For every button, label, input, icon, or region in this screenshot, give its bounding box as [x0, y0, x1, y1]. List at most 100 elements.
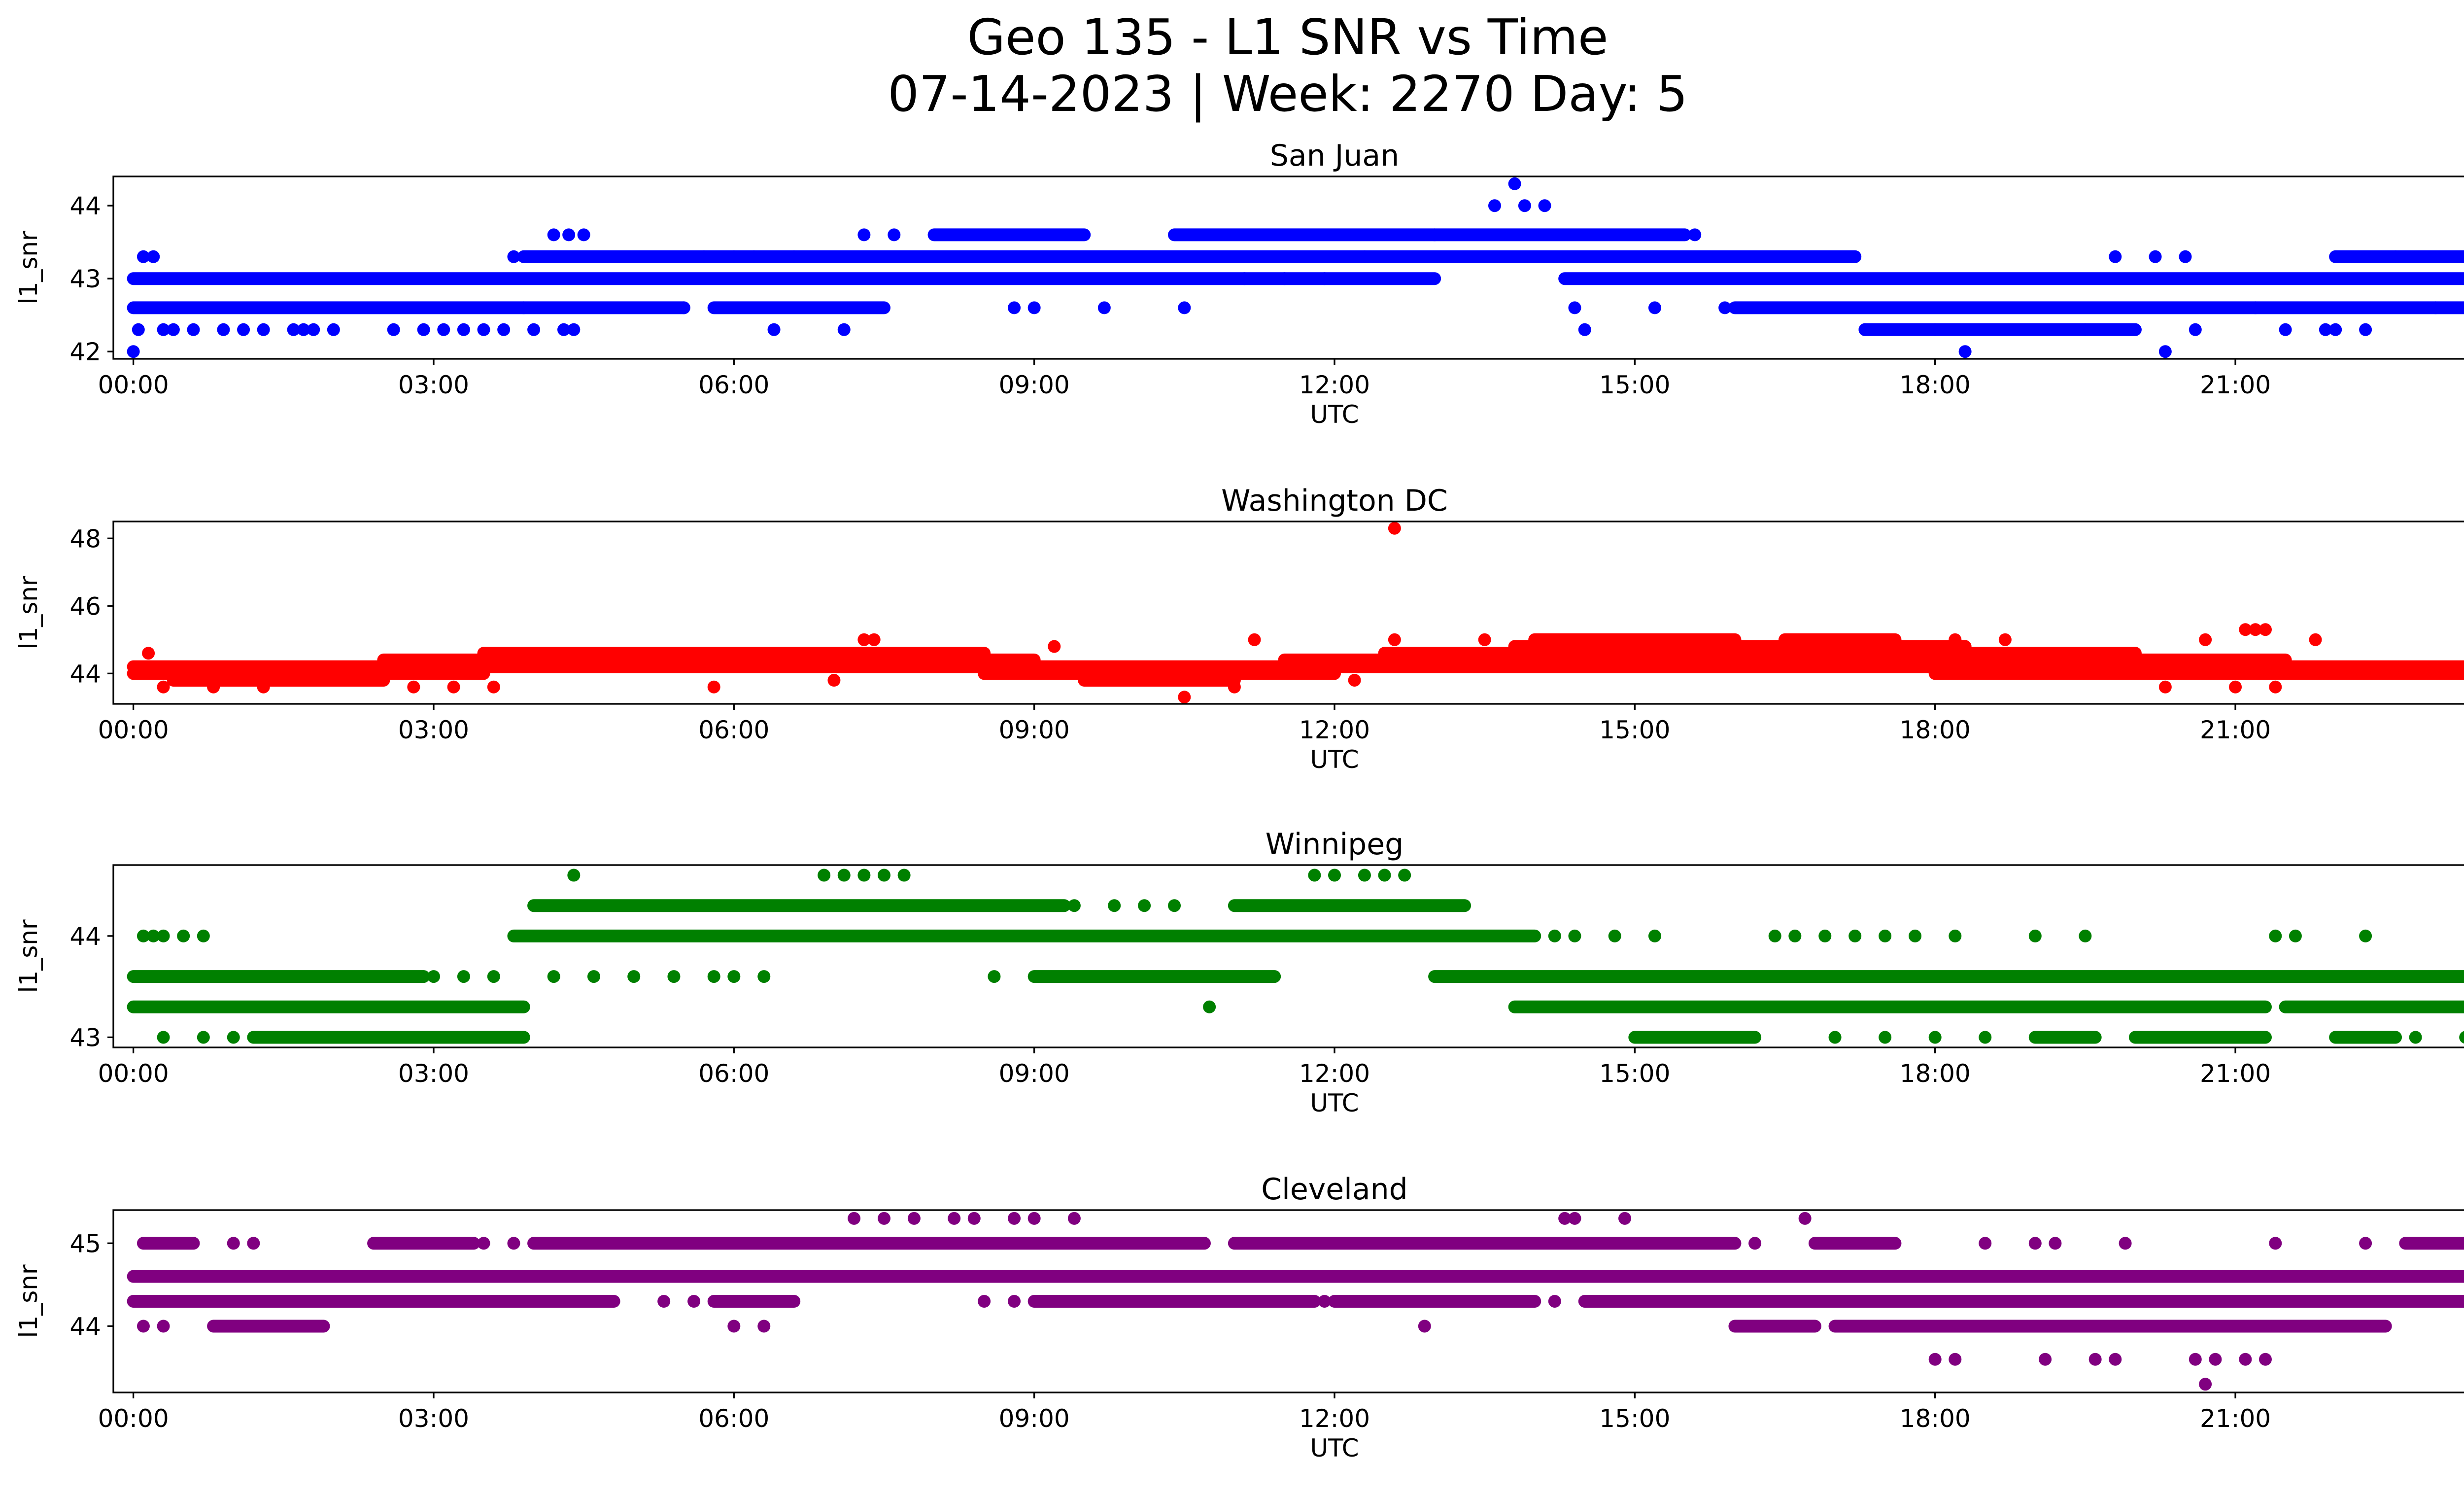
data-point-58: [2079, 323, 2092, 336]
data-point-0: [142, 647, 155, 660]
data-point-0: [137, 929, 150, 942]
data-point-11: [1048, 640, 1061, 653]
data-point-10: [827, 674, 841, 687]
data-point-37: [2109, 1353, 2122, 1366]
subplot-3: Cleveland 00:00 03:00 06:00 09:00 12:00 15:00 1…: [14, 1172, 2464, 1462]
data-point-22: [877, 869, 890, 882]
data-point-15: [1348, 674, 1361, 687]
figure-title-line2: 07-14-2023 | Week: 2270 Day: 5: [888, 65, 1687, 123]
subplot-title: Winnipeg: [1266, 827, 1404, 862]
x-tick-label: 03:00: [398, 1059, 469, 1088]
axes-container: San Juan 00:00 03:00 06:00 09:00 12:00 15:00 18…: [14, 139, 2464, 1462]
data-point-56: [2459, 1031, 2464, 1044]
y-tick-label: 42: [69, 338, 101, 366]
x-tick-label: 12:00: [1299, 1404, 1370, 1433]
data-point-17: [1067, 1212, 1081, 1225]
data-point-0: [137, 1320, 150, 1333]
data-point-31: [747, 250, 760, 263]
data-point-20: [837, 869, 851, 882]
data-point-21: [1418, 1320, 1431, 1333]
x-tick-label: 12:00: [1299, 371, 1370, 399]
x-tick-label: 12:00: [1299, 716, 1370, 744]
data-point-34: [837, 323, 851, 336]
data-point-48: [2269, 929, 2282, 942]
x-tick-label: 18:00: [1900, 1059, 1971, 1088]
data-point-5: [167, 323, 180, 336]
x-tick-label: 00:00: [98, 1059, 169, 1088]
y-tick-label: 43: [69, 265, 101, 293]
data-point-43: [1318, 272, 1331, 285]
data-point-17: [457, 323, 470, 336]
data-point-22: [2158, 680, 2172, 694]
data-point-28: [2309, 633, 2322, 646]
data-point-9: [457, 970, 470, 983]
data-point-6: [197, 1031, 210, 1044]
data-point-38: [1027, 301, 1041, 314]
x-tick-label: 09:00: [999, 1059, 1070, 1088]
data-point-28: [677, 301, 690, 314]
data-point-30: [1308, 869, 1321, 882]
data-point-32: [767, 323, 781, 336]
data-point-4: [477, 1237, 490, 1250]
data-point-24: [988, 970, 1001, 983]
data-point-9: [867, 633, 881, 646]
data-point-43: [2259, 1353, 2272, 1366]
data-point-26: [1108, 899, 1121, 912]
data-point-25: [562, 228, 576, 242]
data-point-14: [967, 1212, 981, 1225]
data-point-27: [2249, 623, 2262, 636]
x-tick-label: 03:00: [398, 716, 469, 744]
y-axis-label: l1_snr: [14, 1264, 43, 1338]
data-point-5: [157, 1031, 170, 1044]
series-points: [127, 1212, 2464, 1391]
data-point-69: [2389, 250, 2402, 263]
data-point-19: [1768, 640, 1781, 653]
data-point-12: [907, 1212, 921, 1225]
x-tick-label: 03:00: [398, 1404, 469, 1433]
data-point-8: [237, 323, 250, 336]
data-point-67: [2329, 323, 2342, 336]
data-point-29: [697, 250, 711, 263]
x-tick-label: 21:00: [2200, 1404, 2271, 1433]
data-point-18: [978, 1295, 991, 1308]
data-point-4: [197, 929, 210, 942]
data-point-29: [1798, 1212, 1812, 1225]
data-point-7: [217, 323, 230, 336]
data-point-3: [147, 250, 160, 263]
data-point-49: [1538, 199, 1551, 212]
data-point-57: [1958, 345, 1972, 358]
data-point-4: [407, 680, 420, 694]
subplot-title: San Juan: [1270, 139, 1399, 173]
x-tick-label: 18:00: [1900, 1404, 1971, 1433]
data-point-21: [1998, 633, 2012, 646]
data-point-41: [1818, 929, 1832, 942]
data-point-11: [877, 1212, 890, 1225]
data-point-32: [1979, 1237, 1992, 1250]
data-point-51: [1828, 1031, 1842, 1044]
data-point-30: [727, 250, 741, 263]
x-tick-label: 03:00: [398, 371, 469, 399]
data-point-17: [1388, 633, 1401, 646]
data-point-1: [147, 929, 160, 942]
y-tick-label: 44: [69, 922, 101, 951]
data-point-7: [687, 1295, 701, 1308]
data-point-47: [1508, 177, 1521, 190]
data-point-41: [2209, 1353, 2222, 1366]
data-point-42: [1278, 272, 1291, 285]
data-point-40: [2199, 1378, 2212, 1391]
y-tick-label: 46: [69, 592, 101, 621]
x-tick-label: 09:00: [999, 371, 1070, 399]
data-point-41: [1238, 272, 1251, 285]
data-point-12: [1178, 691, 1191, 704]
data-point-52: [1648, 301, 1661, 314]
data-point-6: [657, 1295, 671, 1308]
data-point-19: [1008, 1295, 1021, 1308]
x-tick-label: 06:00: [698, 1059, 769, 1088]
data-point-42: [2239, 1353, 2252, 1366]
data-point-25: [2239, 623, 2252, 636]
x-tick-label: 06:00: [698, 1404, 769, 1433]
data-point-1: [157, 680, 170, 694]
data-point-18: [1478, 633, 1491, 646]
data-point-37: [1608, 929, 1621, 942]
data-point-20: [1318, 1295, 1331, 1308]
